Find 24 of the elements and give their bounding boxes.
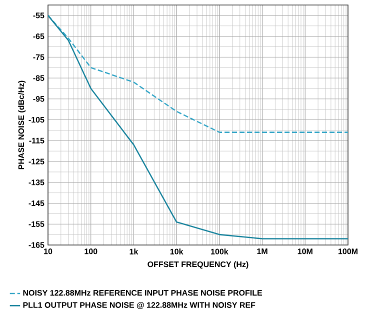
x-axis-title: OFFSET FREQUENCY (Hz) — [148, 261, 248, 269]
y-tick-label: -145 — [28, 200, 44, 206]
legend-label: NOISY 122.88MHz REFERENCE INPUT PHASE NOISE PROFILE — [23, 290, 262, 296]
y-axis-title: PHASE NOISE (dBc/Hz) — [18, 80, 26, 170]
y-tick-label: -55 — [33, 12, 44, 18]
y-tick-label: -75 — [33, 54, 44, 60]
x-tick-label: 100 — [84, 248, 98, 254]
y-tick-label: -135 — [28, 180, 44, 186]
x-tick-label: 100M — [338, 248, 358, 254]
x-tick-label: 100k — [211, 248, 228, 254]
y-tick-label: -105 — [28, 116, 44, 123]
y-tick-label: -165 — [28, 242, 44, 248]
y-tick-label: -65 — [33, 33, 44, 40]
x-tick-label: 10M — [298, 248, 312, 254]
legend-label: PLL1 OUTPUT PHASE NOISE @ 122.88MHz WITH NOISY REF — [23, 302, 256, 310]
x-tick-label: 1k — [130, 248, 138, 254]
x-tick-label: 1M — [257, 248, 268, 254]
y-tick-label: -95 — [33, 96, 44, 102]
y-tick-label: -125 — [28, 158, 44, 164]
y-tick-label: -155 — [28, 221, 44, 227]
x-tick-label: 10 — [44, 248, 52, 254]
x-tick-label: 10k — [170, 248, 184, 254]
y-tick-label: -85 — [33, 75, 44, 81]
y-tick-label: -115 — [29, 138, 44, 144]
